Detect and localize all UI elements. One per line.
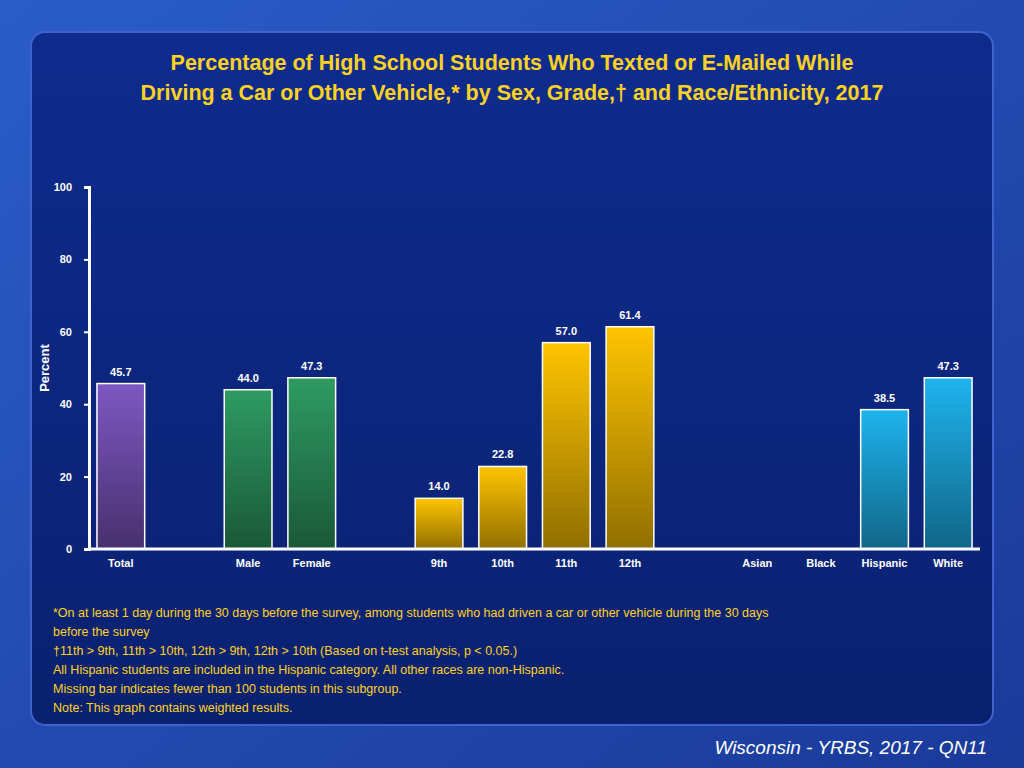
y-tick-label: 100 — [54, 181, 72, 193]
x-tick: 11th — [555, 549, 577, 569]
x-tick-label: 12th — [619, 557, 642, 569]
y-tick: 40 — [60, 398, 89, 410]
y-tick: 0 — [66, 543, 89, 555]
bar — [479, 466, 527, 549]
data-label: 14.0 — [428, 480, 449, 492]
x-tick-label: 11th — [555, 557, 577, 569]
y-tick-mark — [84, 259, 89, 261]
data-label: 47.3 — [301, 360, 322, 372]
data-label: 47.3 — [937, 360, 958, 372]
y-tick-mark — [84, 476, 89, 478]
data-label: 61.4 — [619, 309, 641, 321]
y-tick-label: 20 — [60, 471, 72, 483]
y-tick: 60 — [60, 326, 89, 338]
footnote: *On at least 1 day during the 30 days be… — [53, 606, 768, 620]
footnotes: *On at least 1 day during the 30 days be… — [53, 606, 768, 715]
bar — [542, 343, 590, 549]
y-tick: 20 — [60, 471, 89, 483]
data-label: 38.5 — [874, 392, 895, 404]
x-tick: 10th — [491, 549, 514, 569]
source: Wisconsin - YRBS, 2017 - QN11 — [714, 737, 987, 758]
bar — [415, 498, 463, 549]
data-label: 57.0 — [556, 325, 577, 337]
bar — [924, 378, 972, 549]
footnote: Note: This graph contains weighted resul… — [53, 701, 292, 715]
bar — [97, 384, 145, 549]
panel — [31, 32, 993, 725]
y-tick-label: 0 — [66, 543, 72, 555]
x-tick: Male — [236, 549, 260, 569]
y-tick-mark — [84, 187, 89, 189]
bar — [861, 410, 909, 549]
x-tick: Asian — [742, 549, 772, 569]
data-label: 22.8 — [492, 448, 513, 460]
y-tick: 100 — [54, 181, 89, 193]
footnote: †11th > 9th, 11th > 10th, 12th > 9th, 12… — [53, 644, 517, 658]
y-tick: 80 — [60, 253, 89, 265]
chart-title: Percentage of High School Students Who T… — [141, 51, 884, 105]
x-tick-label: Black — [806, 557, 836, 569]
x-tick-label: 10th — [491, 557, 514, 569]
y-tick-mark — [84, 404, 89, 406]
x-tick: Hispanic — [862, 549, 908, 569]
footnote: before the survey — [53, 625, 150, 639]
x-tick: Female — [293, 549, 331, 569]
y-tick-label: 40 — [60, 398, 72, 410]
y-tick-mark — [84, 549, 89, 551]
chart-title-line: Driving a Car or Other Vehicle,* by Sex,… — [141, 81, 884, 105]
x-tick-label: Asian — [742, 557, 772, 569]
bars — [97, 327, 972, 549]
chart-root: Percentage of High School Students Who T… — [0, 0, 1024, 768]
x-tick: 9th — [431, 549, 448, 569]
x-tick-label: White — [933, 557, 963, 569]
x-axis: Total Male Female 9th 10th 11th 12th Asian Black… — [89, 549, 980, 569]
x-tick-label: Hispanic — [862, 557, 908, 569]
x-tick: White — [933, 549, 963, 569]
x-tick-label: Total — [108, 557, 133, 569]
y-axis-title: Percent — [37, 343, 52, 391]
x-tick: Black — [806, 549, 836, 569]
x-tick: Total — [108, 549, 133, 569]
footnote: Missing bar indicates fewer than 100 stu… — [53, 682, 402, 696]
bar — [606, 327, 654, 549]
footnote: All Hispanic students are included in th… — [53, 663, 564, 677]
data-label: 44.0 — [237, 372, 258, 384]
x-tick-label: Female — [293, 557, 331, 569]
data-label: 45.7 — [110, 366, 131, 378]
y-tick-mark — [84, 331, 89, 333]
x-tick: 12th — [619, 549, 642, 569]
background — [0, 0, 1024, 768]
bar — [288, 378, 336, 549]
y-tick-label: 80 — [60, 253, 72, 265]
x-axis-line — [89, 548, 980, 551]
x-tick-label: 9th — [431, 557, 448, 569]
chart-title-line: Percentage of High School Students Who T… — [171, 51, 854, 75]
data-labels: 45.7 44.0 47.3 14.0 22.8 57.0 61.4 38.5 47.3 — [110, 309, 959, 493]
y-tick-label: 60 — [60, 326, 72, 338]
bar — [224, 390, 272, 549]
x-tick-label: Male — [236, 557, 260, 569]
y-axis: 0 20 40 60 80 100 — [54, 181, 90, 555]
y-axis-line — [84, 188, 90, 550]
